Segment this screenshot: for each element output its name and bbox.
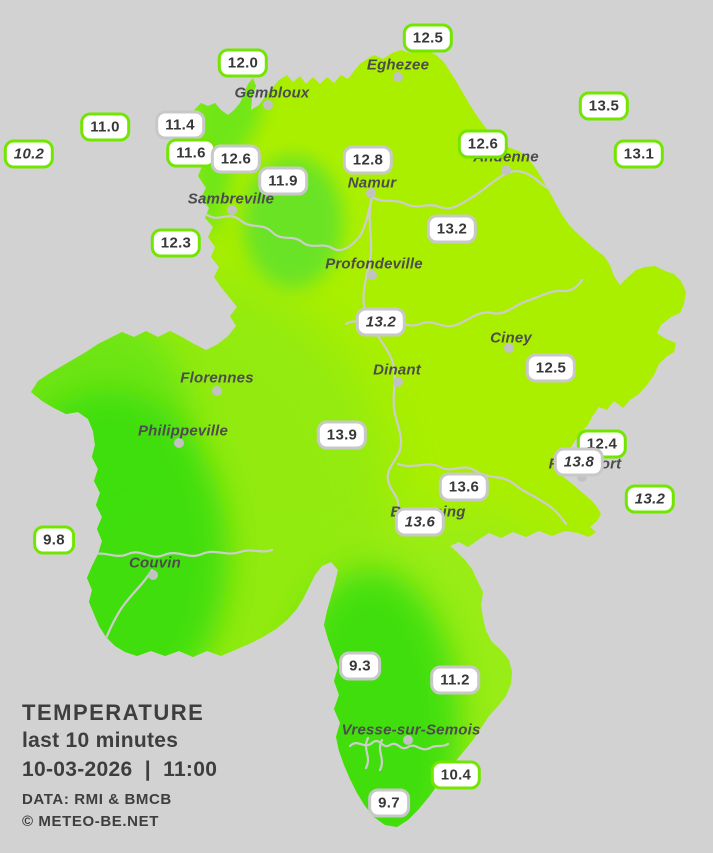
city-label-Couvin: Couvin (128, 554, 182, 572)
temp-label-16-13.9: 13.9 (316, 420, 368, 450)
map-datetime: 10-03-2026 | 11:00 (22, 758, 218, 781)
city-dot-Philippeville (174, 438, 184, 448)
city-label-Profondeville: Profondeville (325, 255, 423, 273)
city-label-Namur: Namur (347, 174, 397, 192)
city-dot-Dinant (393, 377, 403, 387)
city-dot-Profondeville (367, 270, 377, 280)
temp-label-8-12.8: 12.8 (342, 145, 394, 175)
title-block: TEMPERATURE last 10 minutes 10-03-2026 |… (22, 699, 217, 833)
city-dot-Vresse-sur-Semois (403, 735, 413, 745)
temp-label-3-11.0: 11.0 (80, 112, 130, 142)
temp-label-18-13.8: 13.8 (553, 447, 605, 477)
city-dot-Eghezee (393, 72, 403, 82)
city-dot-Sambreville (227, 205, 237, 215)
temp-label-10-13.1: 13.1 (613, 139, 665, 169)
temp-label-12-12.3: 12.3 (150, 228, 202, 258)
map-title: TEMPERATURE (22, 700, 205, 725)
temp-label-5-10.2: 10.2 (3, 139, 55, 169)
city-label-Philippeville: Philippeville (137, 422, 229, 440)
temp-label-11-11.9: 11.9 (258, 166, 308, 196)
temp-label-13-13.2: 13.2 (426, 214, 478, 244)
temp-label-4-11.4: 11.4 (155, 110, 205, 140)
temp-label-6-11.6: 11.6 (166, 138, 216, 168)
city-dot-Rochefort (577, 472, 587, 482)
copyright: © METEO-BE.NET (22, 813, 159, 830)
city-label-Gembloux: Gembloux (234, 84, 310, 102)
temp-label-7-12.6: 12.6 (210, 144, 262, 174)
temp-label-22-9.8: 9.8 (33, 525, 75, 555)
temp-label-24-11.2: 11.2 (430, 665, 480, 695)
data-source: DATA: RMI & BMCB (22, 791, 172, 808)
city-label-Vresse-sur-Semois: Vresse-sur-Semois (341, 721, 481, 739)
temp-label-26-9.7: 9.7 (368, 788, 410, 818)
temp-label-15-12.5: 12.5 (525, 353, 577, 383)
city-label-Florennes: Florennes (180, 369, 254, 387)
city-dot-Ciney (504, 343, 514, 353)
city-dot-Namur (366, 188, 376, 198)
city-label-Sambreville: Sambreville (187, 190, 275, 208)
temp-label-23-9.3: 9.3 (339, 651, 381, 681)
temp-label-9-12.6: 12.6 (457, 129, 509, 159)
temp-label-20-13.2: 13.2 (624, 484, 676, 514)
city-dot-Florennes (212, 386, 222, 396)
city-label-Eghezee: Eghezee (366, 56, 430, 74)
temp-label-1-12.0: 12.0 (217, 48, 269, 78)
city-label-Ciney: Ciney (490, 329, 532, 347)
temp-label-21-13.6: 13.6 (394, 507, 446, 537)
city-label-Dinant: Dinant (373, 361, 421, 379)
map-subtitle: last 10 minutes (22, 729, 179, 752)
temp-label-19-13.6: 13.6 (438, 472, 490, 502)
city-dot-Couvin (148, 570, 158, 580)
temp-label-2-13.5: 13.5 (578, 91, 630, 121)
city-dot-Andenne (501, 165, 511, 175)
temp-label-25-10.4: 10.4 (430, 760, 482, 790)
temp-label-0-12.5: 12.5 (402, 23, 454, 53)
city-dot-Gembloux (263, 100, 273, 110)
temp-label-14-13.2: 13.2 (355, 307, 407, 337)
